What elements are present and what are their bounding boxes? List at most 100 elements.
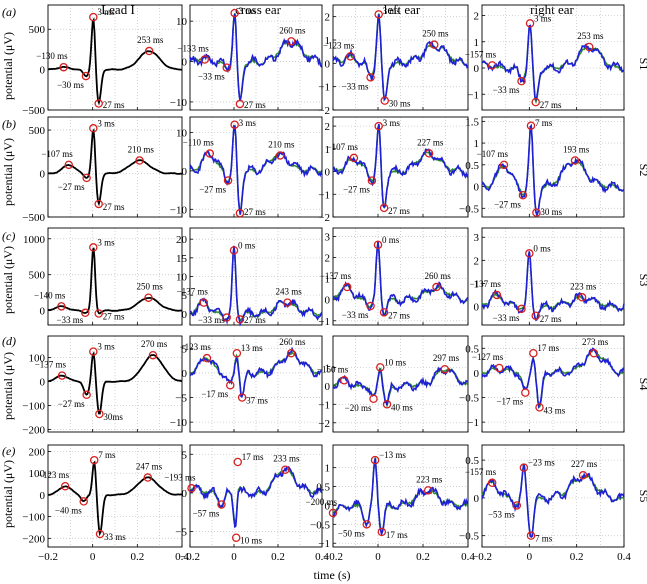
axes-frame — [481, 116, 625, 218]
feature-marker — [144, 46, 154, 56]
feature-marker — [578, 470, 588, 480]
x-tick-label: −0.2 — [323, 551, 343, 563]
feature-marker — [492, 290, 502, 300]
feature-label: −137 ms — [35, 360, 67, 370]
x-tick-label: 0.4 — [461, 551, 475, 563]
feature-marker — [60, 481, 70, 491]
feature-label: 40 ms — [391, 402, 413, 412]
feature-label: 227 ms — [571, 459, 598, 469]
panel-r2-c2: 3 2 1 0 −1 −137 ms −33 ms 0 ms 27 ms 260 ms — [318, 227, 469, 328]
ear-trace-primary — [189, 13, 323, 102]
y-tick-label: 1 — [325, 35, 331, 47]
feature-marker — [57, 371, 67, 380]
feature-label: 3 ms — [383, 6, 401, 16]
panel-r4-c3: 0.5 0 −0.5 −0.2 0 0.2 0.4 −157 ms −53 ms −23 ms 7 … — [459, 444, 631, 563]
feature-marker — [532, 208, 541, 217]
axes-frame — [47, 116, 183, 218]
feature-marker — [81, 308, 90, 318]
y-tick-label: 1 — [325, 274, 331, 286]
panel-r3-c0: 100 0 −100 −200 −137 ms −27 ms 3 ms 30ms 270 ms — [22, 335, 183, 437]
feature-label: 0 ms — [382, 235, 400, 245]
axes-frame — [47, 444, 183, 548]
x-tick-label: 0.4 — [315, 551, 329, 563]
feature-marker — [202, 353, 212, 363]
y-tick-label: −10 — [170, 417, 188, 429]
row-label-d: (d) — [2, 334, 16, 348]
y-tick-label: −0.5 — [459, 531, 479, 543]
feature-label: −33 ms — [198, 315, 225, 325]
y-axis-label-row-b: potential (μV) — [1, 138, 15, 206]
feature-label: 17 ms — [386, 530, 408, 540]
feature-marker — [57, 302, 66, 311]
subject-label-s5: S5 — [637, 490, 647, 503]
feature-label: −27 ms — [494, 199, 521, 209]
y-tick-label: −1 — [318, 82, 330, 94]
feature-marker — [187, 484, 196, 493]
y-tick-label: 1000 — [23, 234, 46, 246]
feature-label: 37 ms — [246, 396, 268, 406]
feature-label: −33 ms — [198, 72, 225, 82]
y-axis-label-row-c: potential (μV) — [1, 246, 15, 314]
feature-label: 3 ms — [534, 13, 552, 23]
feature-marker — [339, 376, 349, 385]
feature-marker — [521, 388, 530, 397]
y-tick-label: 20 — [176, 234, 188, 246]
feature-marker — [584, 42, 594, 52]
feature-label: 3 ms — [97, 237, 115, 247]
feature-label: 27 ms — [388, 206, 410, 216]
lead-i-trace — [47, 128, 183, 207]
feature-label: 7 ms — [535, 534, 553, 544]
row-label-b: (b) — [2, 117, 16, 131]
y-tick-label: 2 — [325, 253, 331, 265]
lead-i-trace — [47, 351, 183, 415]
feature-label: 17 ms — [537, 343, 559, 353]
feature-label: 0 ms — [238, 240, 256, 250]
feature-label: 270 ms — [141, 339, 168, 349]
axes-frame — [47, 227, 183, 326]
feature-marker — [367, 176, 377, 185]
feature-label: 3 ms — [97, 342, 115, 352]
feature-marker — [529, 348, 538, 358]
y-tick-label: −1 — [467, 417, 479, 429]
ear-trace-primary — [332, 14, 469, 103]
feature-label: 27 ms — [540, 100, 562, 110]
y-tick-label: 1 — [325, 463, 331, 475]
feature-marker — [200, 55, 209, 64]
feature-marker — [577, 293, 587, 302]
feature-label: 247 ms — [136, 462, 163, 472]
y-tick-label: −10 — [170, 204, 188, 216]
feature-label: −123 ms — [180, 342, 212, 352]
feature-marker — [235, 208, 245, 218]
panel-r2-c1: 20 15 10 5 0 −137 ms −33 ms 0 ms 27 ms 243 ms — [176, 227, 323, 327]
ear-trace-primary — [332, 457, 469, 537]
y-tick-label: 0 — [182, 309, 188, 321]
y-tick-label: 2 — [325, 121, 331, 133]
y-tick-label: 0.5 — [465, 455, 479, 467]
feature-marker — [589, 348, 599, 358]
feature-marker — [230, 8, 239, 18]
y-tick-label: 0 — [40, 306, 46, 318]
x-tick-label: −0.2 — [472, 551, 492, 563]
feature-marker — [424, 149, 434, 158]
ear-trace-primary — [481, 251, 625, 322]
feature-marker — [370, 455, 380, 465]
feature-label: 30ms — [103, 412, 123, 422]
panel-r2-c3: 3 2 1 0 −137 ms −33 ms 0 ms 27 ms 223 ms — [470, 227, 625, 326]
feature-marker — [362, 520, 371, 529]
x-tick-label: 0.2 — [570, 551, 584, 563]
feature-label: −140 ms — [34, 290, 66, 300]
y-tick-label: 0.5 — [465, 160, 479, 172]
y-axis-label-row-e: potential (μV) — [1, 460, 15, 528]
feature-marker — [235, 315, 245, 324]
y-tick-label: 0 — [325, 295, 331, 307]
axes-frame — [481, 227, 625, 326]
feature-label: 297 ms — [433, 353, 460, 363]
feature-label: 250 ms — [137, 282, 164, 292]
feature-label: 193 ms — [563, 144, 590, 154]
y-tick-label: 2 — [474, 255, 480, 267]
feature-marker — [531, 311, 540, 321]
feature-label: −157 ms — [465, 49, 497, 59]
panel-r3-c3: 0.5 0 −0.5 −1 −127 ms −17 ms 17 ms 43 ms 273 ms — [459, 335, 625, 433]
feature-marker — [286, 37, 296, 46]
